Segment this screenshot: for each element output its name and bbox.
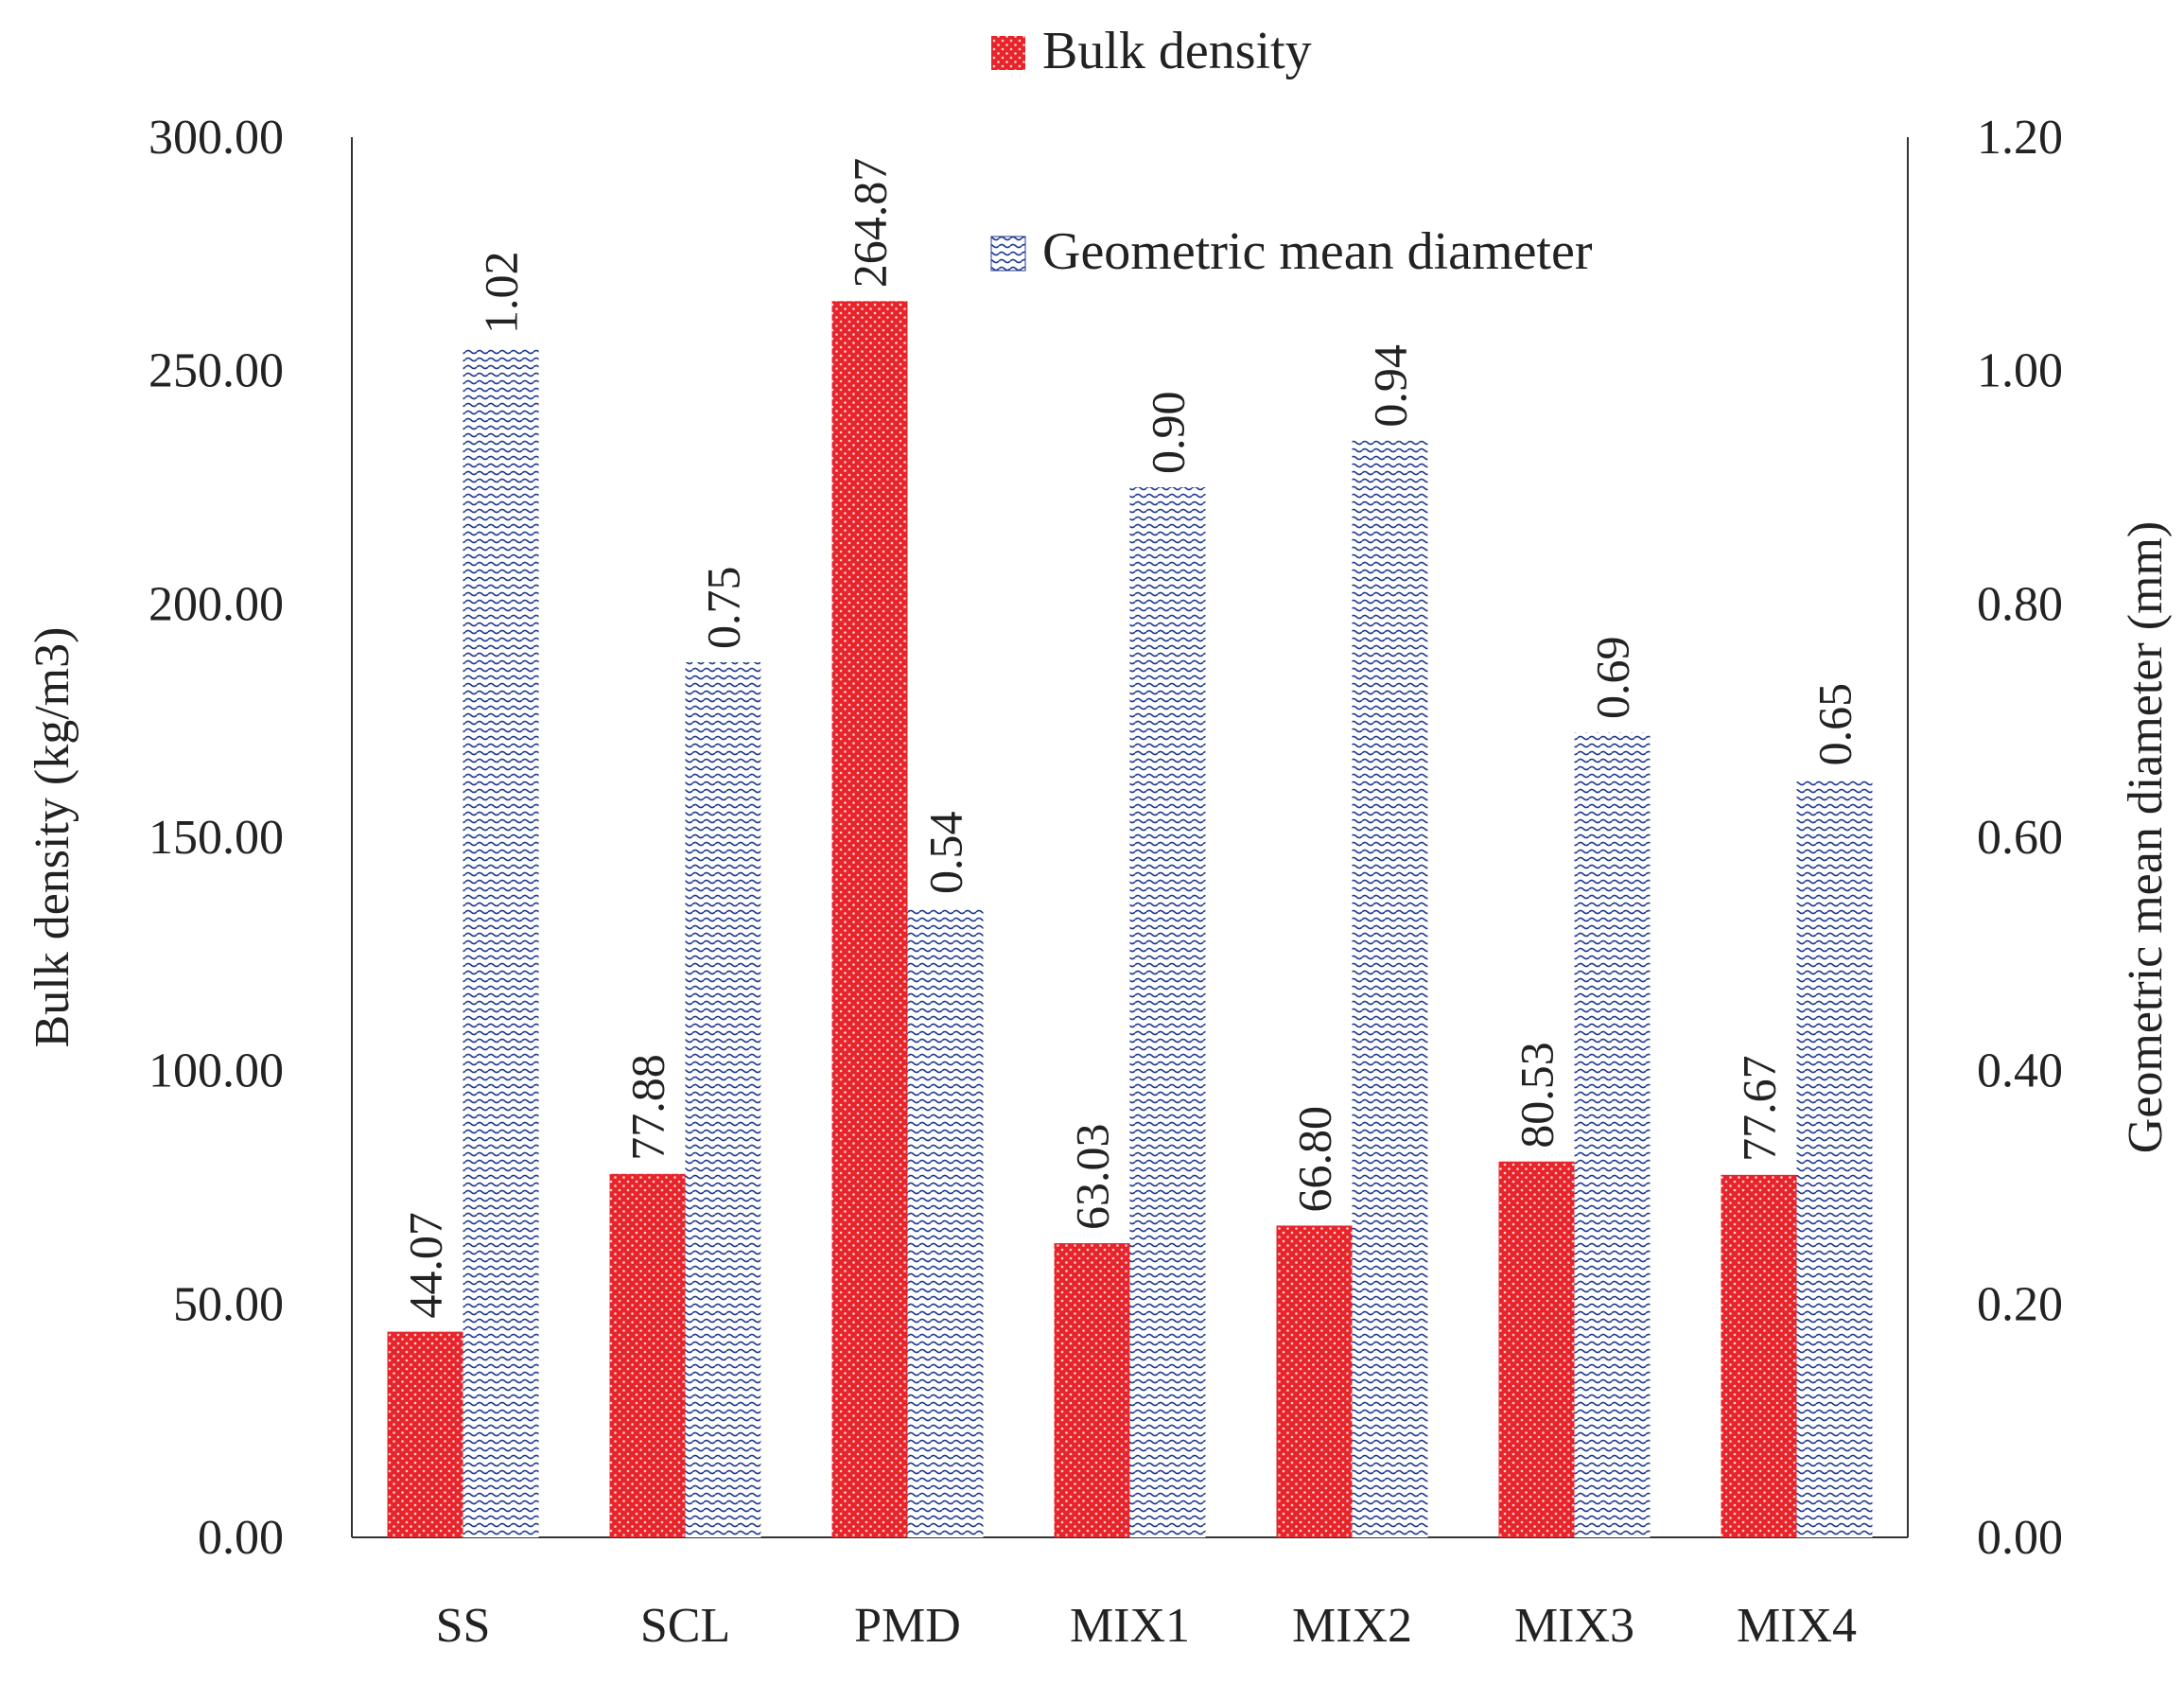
left-axis-title: Bulk density (kg/m3) (26, 627, 79, 1048)
left-tick-label: 300.00 (149, 111, 284, 165)
data-label-bulk-density-mix1: 63.03 (1066, 1124, 1119, 1231)
bar-bulk-density-mix2[interactable] (1276, 1225, 1353, 1537)
category-label-ss: SS (436, 1599, 491, 1653)
right-axis-title: Geometric mean diameter (mm) (2119, 521, 2173, 1153)
bars (387, 301, 1873, 1538)
category-label-scl: SCL (640, 1599, 730, 1653)
right-tick-label: 0.60 (1977, 811, 2063, 865)
left-tick-label: 150.00 (149, 811, 284, 865)
left-tick-label: 250.00 (149, 344, 284, 398)
bar-bulk-density-mix3[interactable] (1498, 1161, 1575, 1537)
data-label-geometric-mean-diameter-mix1: 0.90 (1142, 392, 1195, 475)
bar-bulk-density-pmd[interactable] (831, 301, 908, 1538)
category-labels: SS SCL PMD MIX1 MIX2 MIX3 MIX4 (436, 1599, 1857, 1653)
right-tick-label: 1.00 (1977, 344, 2063, 398)
legend-swatch-geometric-mean-diameter (990, 236, 1026, 272)
right-tick-label: 0.40 (1977, 1044, 2063, 1098)
category-label-mix3: MIX3 (1514, 1599, 1634, 1653)
data-label-bulk-density-pmd: 264.87 (844, 158, 897, 289)
bar-geometric-mean-diameter-ss[interactable] (463, 347, 539, 1537)
bar-geometric-mean-diameter-mix3[interactable] (1574, 732, 1651, 1537)
data-label-geometric-mean-diameter-mix4: 0.65 (1808, 683, 1861, 766)
bar-geometric-mean-diameter-scl[interactable] (685, 662, 761, 1537)
right-tick-label: 0.80 (1977, 577, 2063, 631)
data-label-geometric-mean-diameter-mix2: 0.94 (1364, 344, 1417, 428)
data-label-bulk-density-mix4: 77.67 (1733, 1055, 1786, 1162)
category-label-mix4: MIX4 (1737, 1599, 1857, 1653)
right-tick-label: 1.20 (1977, 111, 2063, 165)
bar-geometric-mean-diameter-pmd[interactable] (907, 907, 984, 1537)
category-label-pmd: PMD (854, 1599, 961, 1653)
data-label-geometric-mean-diameter-mix3: 0.69 (1586, 637, 1639, 720)
legend: Bulk density Geometric mean diameter (990, 22, 1593, 281)
left-tick-label: 0.00 (198, 1511, 284, 1565)
right-axis-ticks: 0.00 0.20 0.40 0.60 0.80 1.00 1.20 (1977, 111, 2063, 1565)
bar-bulk-density-ss[interactable] (387, 1331, 463, 1537)
legend-swatch-bulk-density (991, 36, 1025, 70)
bar-bulk-density-mix1[interactable] (1054, 1243, 1130, 1537)
category-label-mix1: MIX1 (1070, 1599, 1190, 1653)
legend-label-geometric-mean-diameter: Geometric mean diameter (1042, 222, 1593, 281)
data-label-bulk-density-mix3: 80.53 (1511, 1042, 1564, 1149)
data-label-bulk-density-scl: 77.88 (621, 1054, 674, 1161)
right-tick-label: 0.20 (1977, 1277, 2063, 1331)
bar-geometric-mean-diameter-mix2[interactable] (1352, 440, 1428, 1538)
left-axis-ticks: 0.00 50.00 100.00 150.00 200.00 250.00 300.00 (149, 111, 284, 1565)
legend-item-bulk-density[interactable]: Bulk density (991, 22, 1312, 80)
data-label-bulk-density-ss: 44.07 (399, 1212, 452, 1319)
left-tick-label: 200.00 (149, 577, 284, 631)
right-tick-label: 0.00 (1977, 1511, 2063, 1565)
bar-bulk-density-scl[interactable] (609, 1173, 686, 1537)
left-tick-label: 100.00 (149, 1044, 284, 1098)
data-label-geometric-mean-diameter-pmd: 0.54 (919, 812, 972, 895)
bar-geometric-mean-diameter-mix4[interactable] (1796, 779, 1873, 1537)
bar-geometric-mean-diameter-mix1[interactable] (1129, 487, 1206, 1537)
data-label-geometric-mean-diameter-scl: 0.75 (697, 567, 750, 650)
data-label-bulk-density-mix2: 66.80 (1288, 1106, 1341, 1213)
bar-labels: 44.07 1.02 77.88 0.75 264.87 0.54 63.03 0.90 66.… (399, 158, 1861, 1319)
bar-bulk-density-mix4[interactable] (1721, 1174, 1797, 1537)
left-tick-label: 50.00 (173, 1277, 284, 1331)
legend-label-bulk-density: Bulk density (1042, 22, 1312, 80)
category-label-mix2: MIX2 (1292, 1599, 1412, 1653)
data-label-geometric-mean-diameter-ss: 1.02 (475, 252, 528, 335)
legend-item-geometric-mean-diameter[interactable]: Geometric mean diameter (990, 222, 1593, 281)
